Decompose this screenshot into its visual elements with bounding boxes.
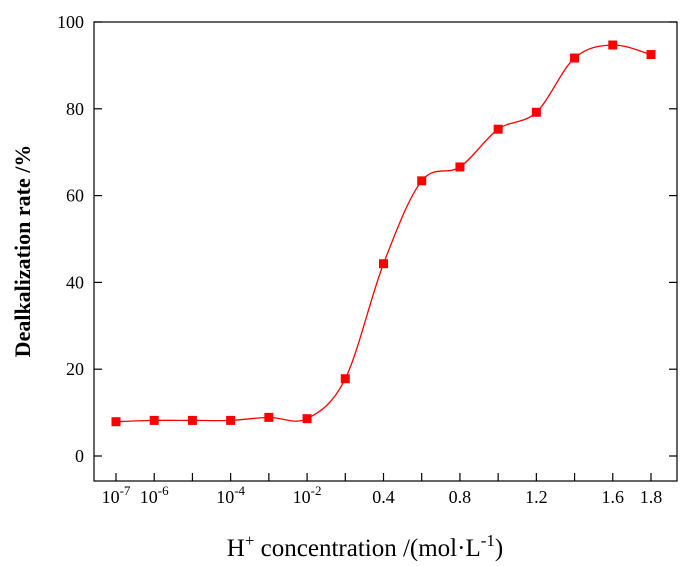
data-point: [226, 415, 236, 425]
data-point: [340, 374, 350, 384]
y-tick-label: 0: [75, 446, 84, 466]
x-axis-label-close: ): [495, 535, 503, 562]
data-point: [379, 259, 388, 269]
data-point: [111, 417, 121, 427]
x-axis-label-sup: +: [245, 531, 255, 550]
data-markers: [111, 40, 656, 427]
data-point: [455, 162, 465, 172]
y-tick-label: 60: [66, 186, 84, 206]
data-point: [264, 412, 274, 422]
plot-frame: [93, 21, 678, 482]
x-axis-ticks: 10-7 10-6 10-4 10-2 0.4 0.8 1.2 1.6 1.8: [102, 473, 663, 507]
data-point: [608, 40, 618, 50]
data-point: [531, 107, 541, 117]
x-axis-label-rest: concentration /(mol·L: [254, 535, 480, 562]
x-tick-label: 1.8: [640, 487, 663, 507]
y-tick-label: 80: [66, 99, 84, 119]
data-point: [646, 50, 656, 60]
x-axis-label-unit-sup: -1: [481, 531, 495, 550]
x-tick-label: 0.8: [449, 487, 472, 507]
x-axis-label: H+ concentration /(mol·L-1): [227, 531, 503, 562]
x-tick-label: 10-7: [102, 483, 131, 507]
x-tick-label: 1.6: [602, 487, 625, 507]
data-point: [302, 414, 312, 424]
x-tick-label: 1.2: [525, 487, 548, 507]
y-axis-ticks: 0 20 40 60 80 100: [57, 12, 677, 466]
y-tick-label: 40: [66, 272, 84, 292]
x-axis-label-main: H: [227, 535, 245, 562]
fit-curve: [115, 44, 652, 423]
y-tick-label: 100: [57, 12, 84, 32]
x-tick-label: 10-2: [293, 483, 322, 507]
y-tick-label: 20: [66, 359, 84, 379]
data-point: [493, 124, 503, 134]
x-tick-label: 10-4: [216, 483, 245, 507]
data-point: [570, 53, 580, 63]
y-axis-label: Dealkalization rate /%: [10, 145, 35, 358]
data-point: [187, 415, 197, 425]
data-point: [149, 415, 159, 425]
x-tick-label: 0.4: [372, 487, 395, 507]
x-tick-label: 10-6: [140, 483, 169, 507]
data-point: [417, 176, 427, 186]
